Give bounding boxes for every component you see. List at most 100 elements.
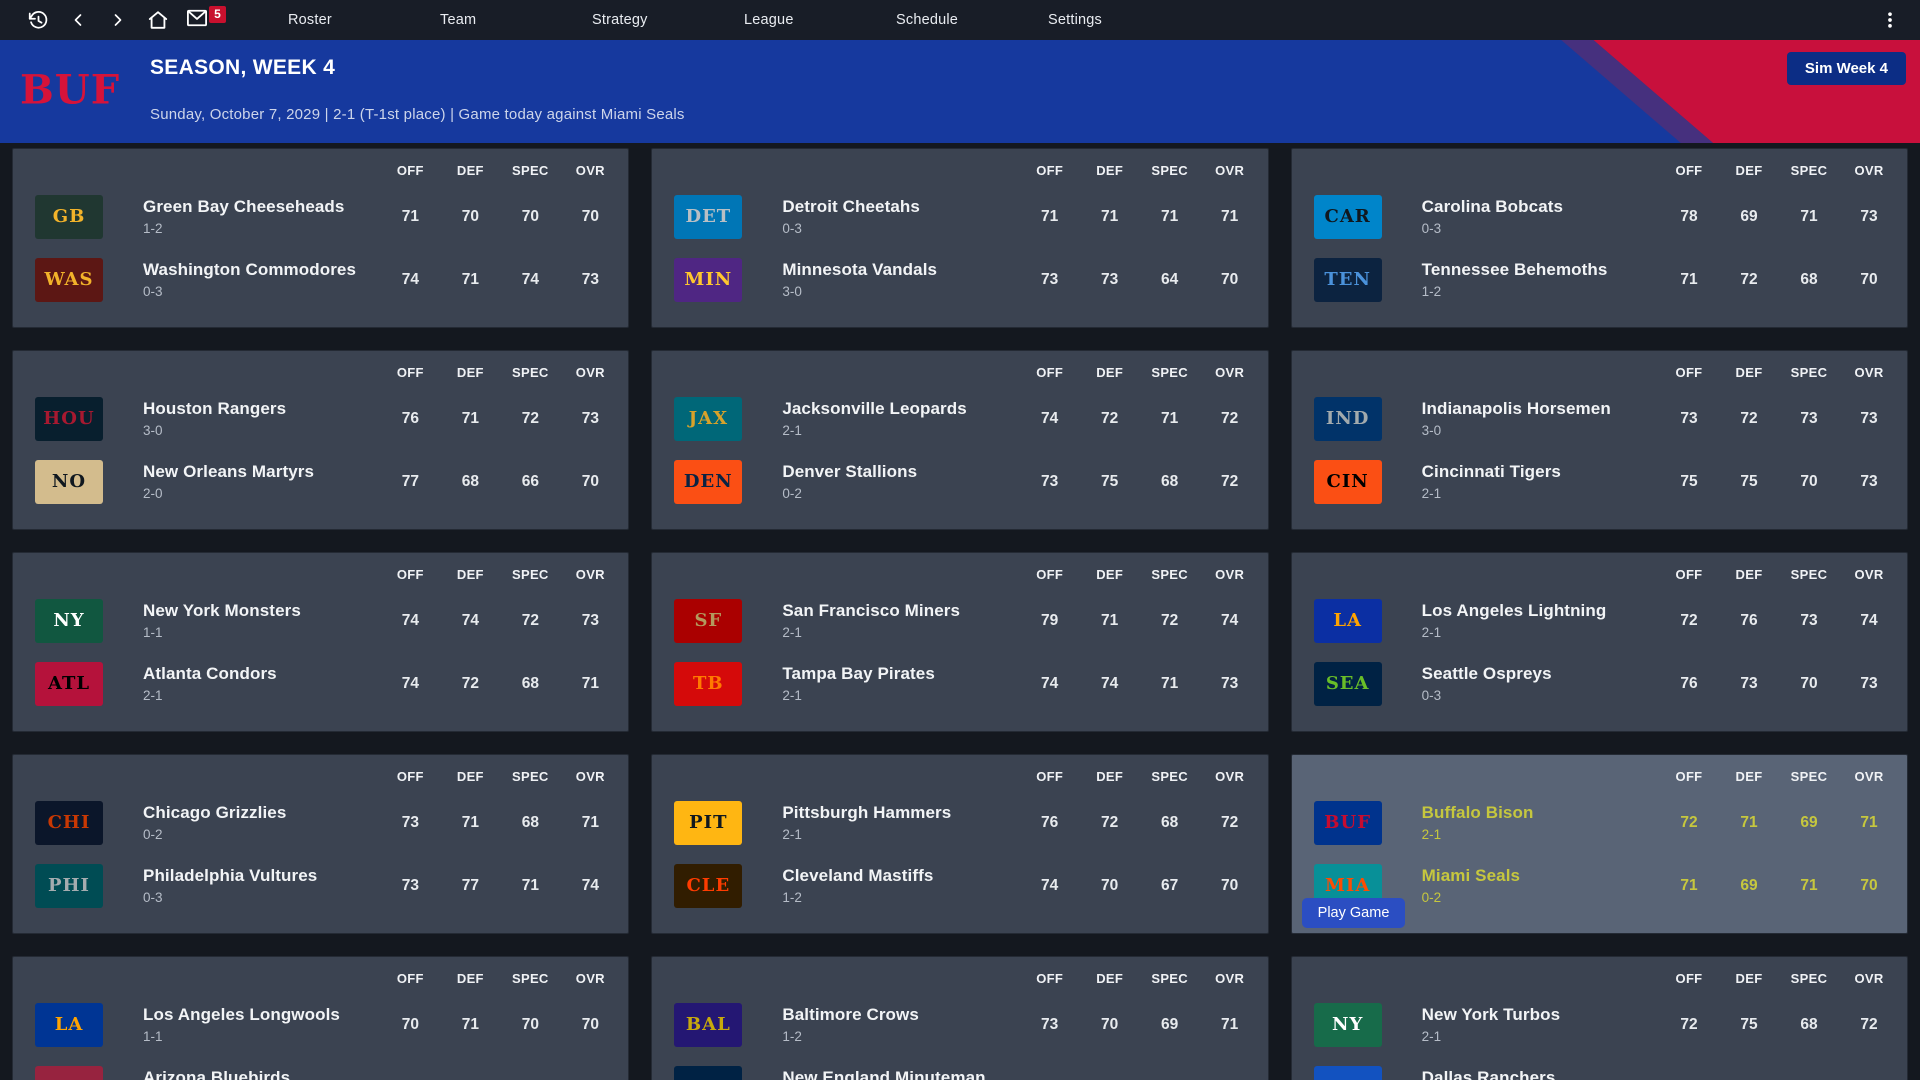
stat-header-def: DEF: [1735, 566, 1763, 582]
matchup-card: OFF DEF SPEC OVR CHI Chicago Grizzlies 0…: [12, 754, 630, 934]
stat-off: 72: [1680, 611, 1698, 629]
team-logo: BUF: [20, 66, 121, 114]
team-name: Pittsburgh Hammers: [782, 803, 952, 822]
back-icon[interactable]: [66, 8, 90, 32]
stat-off: 71: [1680, 876, 1698, 894]
stat-header-ovr: OVR: [1854, 162, 1884, 178]
stat-def: 72: [1740, 270, 1758, 288]
stat-ovr: 73: [1839, 1079, 1899, 1080]
stat-off: 74: [1041, 876, 1059, 894]
kebab-menu-icon[interactable]: [1878, 8, 1902, 32]
team-name: Arizona Bluebirds: [143, 1068, 291, 1080]
stat-off: 76: [401, 409, 419, 427]
stat-off: 71: [1041, 207, 1059, 225]
team-row: DEN Denver Stallions 0-2 73 75 68 72: [674, 450, 1259, 513]
stat-header-off: OFF: [396, 768, 424, 784]
team-row: PHI Philadelphia Vultures 0-3 73 77 71 7…: [35, 854, 620, 917]
nav-item-strategy[interactable]: Strategy: [592, 12, 648, 28]
stat-ovr: 74: [1200, 1079, 1260, 1080]
stat-header-ovr: OVR: [575, 970, 605, 986]
stat-header-ovr: OVR: [1215, 162, 1245, 178]
team-row: NE New England Minuteman 1-2 78 75 68 74: [674, 1056, 1259, 1080]
team-row: LA Los Angeles Longwools 1-1 70 71 70 70: [35, 993, 620, 1056]
team-badge: PIT: [674, 800, 743, 845]
stat-header-def: DEF: [456, 162, 484, 178]
stat-off: 76: [1041, 813, 1059, 831]
team-badge: LA: [1313, 598, 1382, 643]
matchup-card: OFF DEF SPEC OVR BUF Buffalo Bison 2-1 7…: [1290, 754, 1908, 934]
team-badge: BAL: [674, 1002, 743, 1047]
stat-header-ovr: OVR: [1215, 364, 1245, 380]
stat-def: 71: [461, 409, 479, 427]
team-row: GB Green Bay Cheeseheads 1-2 71 70 70 70: [35, 185, 620, 248]
stat-header-spec: SPEC: [1151, 768, 1188, 784]
team-record: 2-1: [782, 688, 802, 703]
stat-spec: 71: [1800, 207, 1818, 225]
stat-header-ovr: OVR: [1215, 970, 1245, 986]
team-name: Detroit Cheetahs: [782, 197, 920, 216]
team-record: 2-1: [782, 423, 802, 438]
stat-ovr: 71: [581, 813, 599, 831]
stat-ovr: 74: [1221, 611, 1239, 629]
stat-off: 72: [1680, 813, 1698, 831]
stat-off: 70: [401, 1015, 419, 1033]
team-record: 0-3: [1421, 688, 1442, 703]
team-name: Tennessee Behemoths: [1421, 260, 1608, 279]
stat-ovr: 73: [581, 409, 599, 427]
team-row: MIN Minnesota Vandals 3-0 73 73 64 70: [674, 248, 1259, 311]
stat-off: 75: [1680, 472, 1698, 490]
team-badge: NY: [1313, 1002, 1382, 1047]
play-game-button[interactable]: Play Game: [1301, 898, 1406, 928]
stat-def: 74: [1101, 674, 1119, 692]
stat-header-row: OFF DEF SPEC OVR: [1314, 559, 1899, 589]
home-icon[interactable]: [146, 8, 170, 32]
team-name: Chicago Grizzlies: [143, 803, 287, 822]
team-row: NO New Orleans Martyrs 2-0 77 68 66 70: [35, 450, 620, 513]
team-name: Los Angeles Lightning: [1421, 601, 1607, 620]
stat-header-row: OFF DEF SPEC OVR: [674, 963, 1259, 993]
stat-off: 73: [1659, 1079, 1719, 1080]
nav-item-settings[interactable]: Settings: [1048, 12, 1102, 28]
team-row: TB Tampa Bay Pirates 2-1 74 74 71 73: [674, 652, 1259, 715]
nav-item-schedule[interactable]: Schedule: [896, 12, 959, 28]
stat-off: 76: [1680, 674, 1698, 692]
team-row: DET Detroit Cheetahs 0-3 71 71 71 71: [674, 185, 1259, 248]
matchup-card: OFF DEF SPEC OVR NY New York Turbos 2-1 …: [1290, 956, 1908, 1080]
team-row: SEA Seattle Ospreys 0-3 76 73 70 73: [1313, 652, 1899, 715]
matchup-card: OFF DEF SPEC OVR PIT Pittsburgh Hammers …: [651, 754, 1269, 934]
history-icon[interactable]: [26, 8, 50, 32]
stat-header-def: DEF: [1735, 768, 1763, 784]
team-row: CLE Cleveland Mastiffs 1-2 74 70 67 70: [674, 854, 1259, 917]
mail-badge: 5: [209, 6, 226, 23]
nav-item-roster[interactable]: Roster: [288, 12, 332, 28]
matchup-card: OFF DEF SPEC OVR HOU Houston Rangers 3-0…: [12, 350, 630, 530]
stat-spec: 72: [521, 409, 539, 427]
stat-ovr: 71: [1221, 1015, 1239, 1033]
mail-icon[interactable]: 5: [186, 6, 226, 32]
team-name: New York Turbos: [1421, 1005, 1561, 1024]
stat-header-row: OFF DEF SPEC OVR: [674, 559, 1259, 589]
team-record: 2-1: [782, 827, 802, 842]
stat-def: 74: [461, 611, 479, 629]
team-record: 1-1: [143, 625, 163, 640]
team-record: 2-1: [1421, 486, 1442, 501]
stat-ovr: 72: [1860, 1015, 1878, 1033]
team-badge: WAS: [35, 257, 103, 302]
stat-header-spec: SPEC: [512, 768, 549, 784]
sim-week-button[interactable]: Sim Week 4: [1786, 52, 1906, 85]
nav-item-league[interactable]: League: [744, 12, 794, 28]
stat-def: 75: [1101, 472, 1119, 490]
stat-ovr: 70: [581, 207, 599, 225]
stat-def: 68: [461, 472, 479, 490]
stat-spec: 68: [1161, 472, 1179, 490]
stat-spec: 71: [1800, 876, 1818, 894]
stat-ovr: 74: [1860, 611, 1878, 629]
stat-off: 71: [401, 207, 419, 225]
forward-icon[interactable]: [106, 8, 130, 32]
stat-header-def: DEF: [1096, 162, 1124, 178]
nav-item-team[interactable]: Team: [440, 12, 477, 28]
stat-ovr: 74: [581, 876, 599, 894]
stat-def: 70: [1101, 1015, 1119, 1033]
team-row: IND Indianapolis Horsemen 3-0 73 72 73 7…: [1313, 387, 1899, 450]
team-name: Atlanta Condors: [143, 664, 277, 683]
